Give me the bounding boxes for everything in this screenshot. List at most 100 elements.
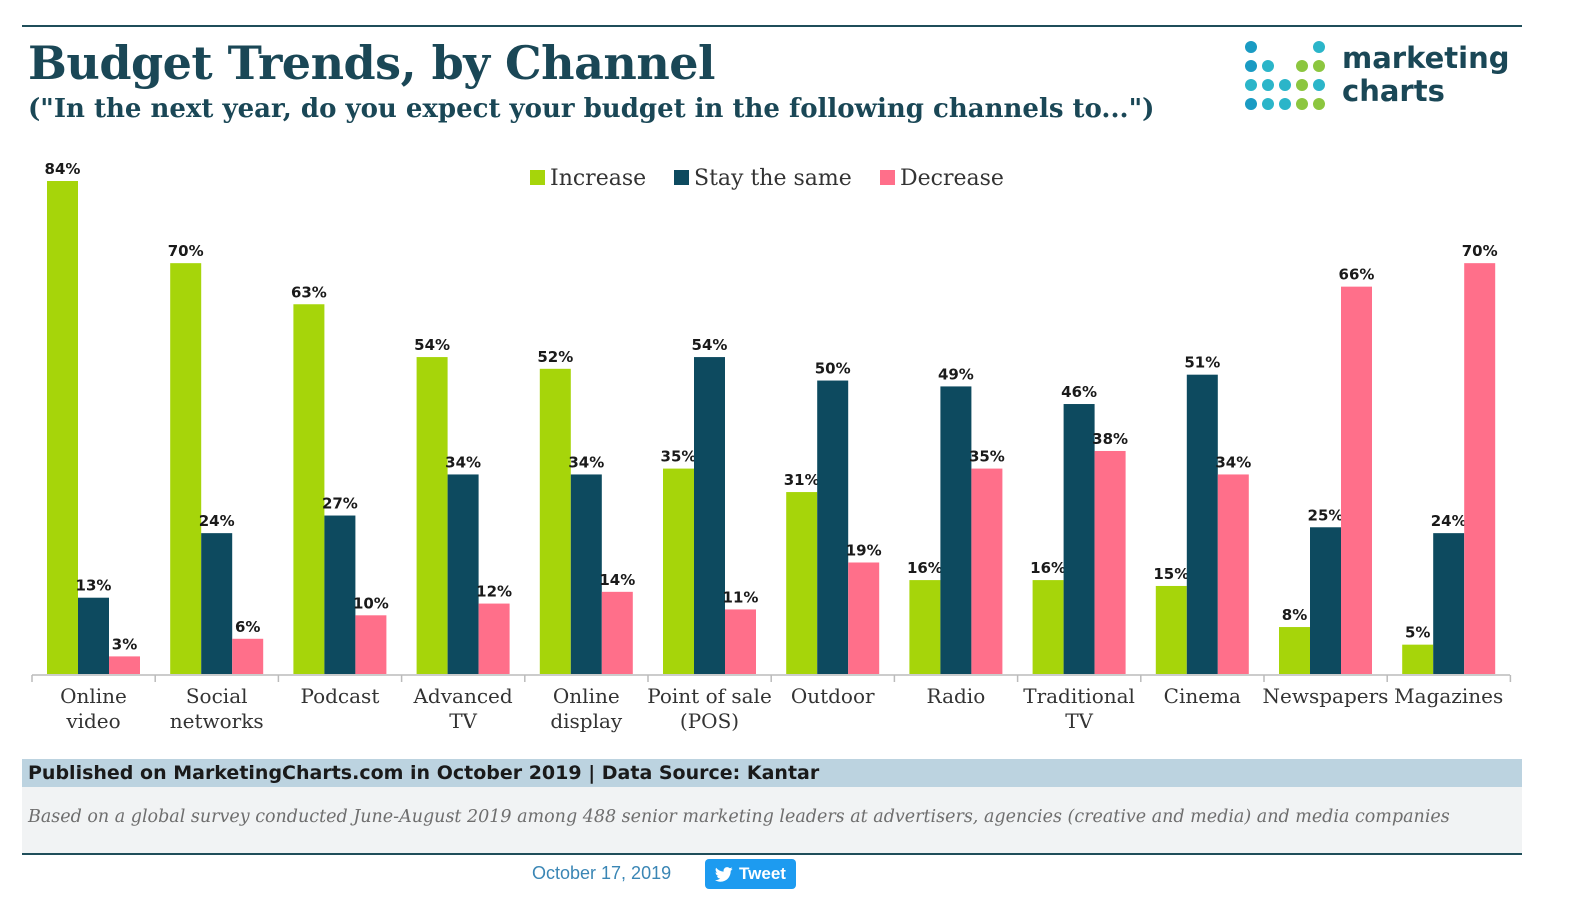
value-label-1-1: 24% [199,512,235,530]
bar-1-3 [447,474,479,674]
value-label-0-5: 35% [661,448,697,466]
bar-0-5 [663,468,694,674]
value-label-2-3: 12% [476,583,512,601]
logo-line-1: marketing [1342,41,1510,75]
value-label-0-3: 54% [414,336,450,354]
value-label-2-0: 3% [112,635,137,653]
bar-1-8 [1063,404,1095,674]
value-label-0-7: 16% [907,559,943,577]
value-label-1-9: 51% [1184,354,1220,372]
legend-label-1: Stay the same [694,166,852,191]
bar-2-3 [478,603,510,674]
logo-dot [1296,60,1308,72]
value-label-2-6: 19% [846,541,882,559]
value-label-1-11: 24% [1431,512,1467,530]
category-label-2: Podcast [300,684,379,708]
logo-dot [1279,79,1291,91]
bar-2-1 [232,638,264,674]
bar-0-2 [293,304,325,674]
budget-trends-bar-chart: Increase Stay the same Decrease 84% 13% 3% 70%… [31,160,1512,733]
value-label-2-4: 14% [599,571,635,589]
marketing-charts-logo-text: marketing charts [1342,42,1509,108]
category-label-0: Online video [60,684,127,733]
value-label-2-9: 34% [1215,453,1251,471]
category-label-4: Online display [550,684,623,733]
logo-dot [1245,98,1257,110]
bar-1-6 [817,380,849,674]
legend-label-2: Decrease [900,166,1004,191]
logo-dot [1262,60,1274,72]
category-label-3: Advanced TV [412,684,512,733]
footer-note-background [22,787,1522,853]
bar-1-9 [1186,374,1218,674]
bar-0-10 [1279,627,1310,674]
value-label-0-9: 15% [1153,565,1189,583]
bar-2-0 [109,656,140,674]
category-label-10: Newspapers [1263,684,1389,708]
bar-2-2 [355,615,387,674]
bar-1-7 [940,386,972,674]
category-label-5: Point of sale (POS) [647,684,772,733]
bar-2-11 [1464,263,1496,674]
tweet-button-label: Tweet [739,864,786,883]
post-date: October 17, 2019 [532,863,672,883]
value-label-0-11: 5% [1405,624,1430,642]
bar-0-1 [170,263,202,674]
bar-0-8 [1032,580,1064,674]
logo-dot [1262,79,1274,91]
logo-dot [1313,41,1325,53]
value-label-1-2: 27% [322,495,358,513]
value-label-1-5: 54% [692,336,728,354]
category-label-9: Cinema [1164,684,1241,708]
tweet-button[interactable]: Tweet [705,859,796,889]
value-label-0-0: 84% [45,160,81,178]
bar-2-10 [1341,286,1372,674]
legend-swatch-1 [674,170,689,185]
bar-0-7 [909,580,941,674]
value-label-2-1: 6% [235,618,260,636]
category-label-11: Magazines [1394,684,1503,708]
value-label-2-5: 11% [723,588,759,606]
bar-2-6 [848,562,880,674]
marketing-charts-logo-icon [1245,41,1325,110]
bar-2-8 [1094,450,1126,674]
value-label-0-2: 63% [291,283,327,301]
bar-2-7 [971,468,1003,674]
bar-0-6 [786,492,818,674]
value-label-1-0: 13% [76,577,112,595]
chart-title: Budget Trends, by Channel [28,36,716,90]
logo-line-2: charts [1342,74,1445,108]
twitter-bird-icon [715,866,733,882]
value-label-1-6: 50% [815,360,851,378]
chart-subtitle: ("In the next year, do you expect your b… [28,94,1155,124]
bar-2-4 [601,591,633,674]
value-label-0-6: 31% [784,471,820,489]
logo-dot [1245,41,1257,53]
value-label-1-10: 25% [1308,506,1344,524]
footer-source-bar [22,759,1522,787]
logo-dot [1313,98,1325,110]
value-label-0-10: 8% [1282,606,1307,624]
value-label-0-4: 52% [537,348,573,366]
logo-dot [1262,98,1274,110]
bar-0-11 [1402,644,1434,674]
bar-0-0 [47,181,78,674]
bar-1-2 [324,515,356,674]
category-label-1: Social networks [170,684,264,733]
bar-2-9 [1217,474,1249,674]
value-label-1-7: 49% [938,365,974,383]
bar-0-3 [416,357,448,674]
value-label-0-8: 16% [1030,559,1066,577]
bar-1-11 [1433,533,1465,674]
footer-published-text: Published on MarketingCharts.com in Octo… [28,762,820,784]
bar-1-0 [78,597,109,674]
value-label-2-10: 66% [1339,266,1375,284]
logo-dot [1296,79,1308,91]
logo-dot [1313,79,1325,91]
legend-swatch-2 [880,170,895,185]
legend-label-0: Increase [550,166,646,191]
logo-dot [1296,98,1308,110]
bar-0-4 [539,368,571,674]
category-label-8: Traditional TV [1023,684,1135,733]
logo-dot [1245,79,1257,91]
